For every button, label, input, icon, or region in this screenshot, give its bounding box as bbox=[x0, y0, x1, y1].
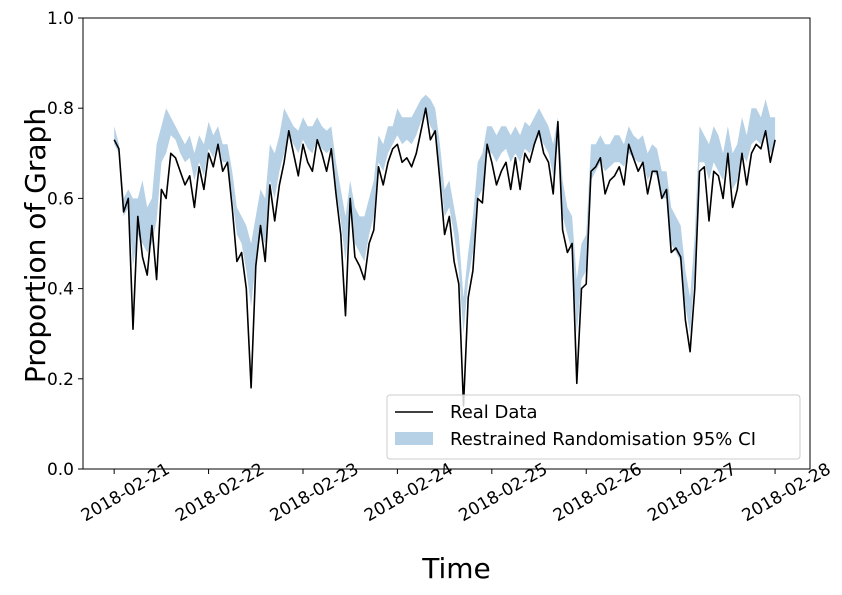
axes bbox=[82, 17, 811, 470]
y-tick-label: 0.0 bbox=[47, 460, 74, 480]
y-tick-label: 0.2 bbox=[47, 370, 74, 390]
plot-frame bbox=[82, 17, 811, 470]
y-tick-label: 1.0 bbox=[47, 9, 74, 29]
y-axis-title: Proportion of Graph bbox=[19, 108, 52, 383]
x-axis-title: Time bbox=[421, 552, 491, 585]
y-tick-label: 0.4 bbox=[47, 280, 74, 300]
real-data-line-layer bbox=[113, 107, 776, 407]
legend-label-ci-band: Restrained Randomisation 95% CI bbox=[450, 429, 756, 450]
y-tick-label: 0.8 bbox=[47, 99, 74, 119]
ci-band-layer bbox=[114, 94, 776, 334]
legend-label-real-data: Real Data bbox=[450, 402, 538, 423]
legend-box bbox=[386, 394, 801, 460]
legend: Real Data Restrained Randomisation 95% C… bbox=[386, 394, 801, 460]
legend-swatch-ci-band bbox=[395, 432, 433, 445]
y-tick-label: 0.6 bbox=[47, 189, 74, 209]
ci-band bbox=[114, 94, 776, 334]
real-data-line bbox=[113, 107, 776, 407]
y-ticks: 0.0 0.2 0.4 0.6 0.8 1.0 bbox=[47, 9, 83, 480]
